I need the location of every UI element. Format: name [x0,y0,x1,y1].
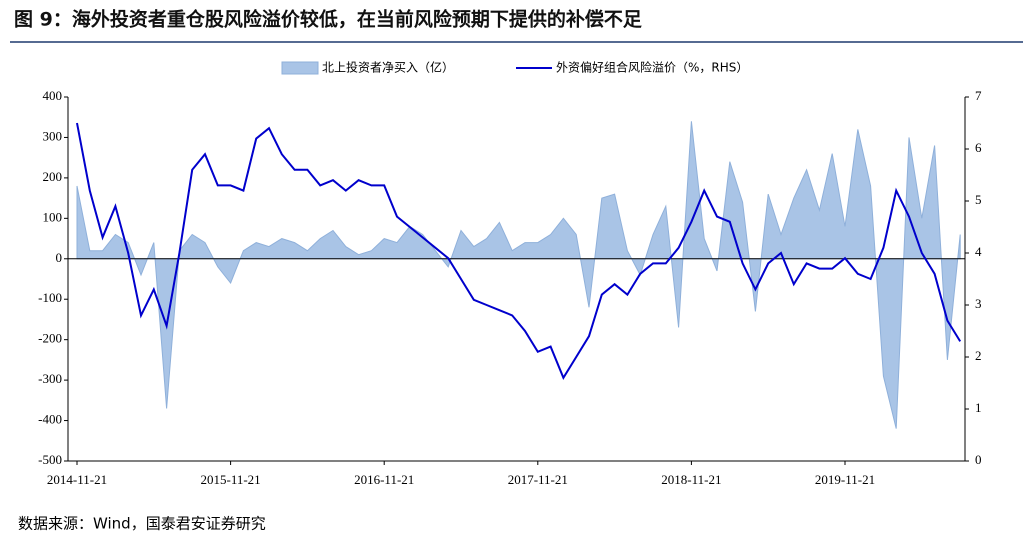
x-tick-label: 2019-11-21 [815,472,875,487]
y-tick-label: 200 [43,169,63,184]
y-tick-label: 300 [43,128,63,143]
legend-swatch [281,61,319,75]
y2-tick-label: 5 [975,192,982,207]
y2-tick-label: 6 [975,140,982,155]
y-tick-label: -500 [38,452,62,467]
y-tick-label: 0 [56,250,63,265]
x-tick-label: 2018-11-21 [661,472,721,487]
source: 数据来源：Wind，国泰君安证券研究 [18,515,266,533]
line [76,122,962,380]
legend-label: 北上投资者净买入（亿） [322,60,454,75]
y-tick-label: 400 [43,88,63,103]
y2-tick-label: 2 [975,348,982,363]
y-tick-label: 100 [43,209,63,224]
y-tick-label: -300 [38,371,62,386]
y-tick-label: -100 [38,290,62,305]
x-tick-label: 2015-11-21 [201,472,261,487]
area [76,121,961,429]
y2-tick-label: 3 [975,296,982,311]
x-tick-label: 2017-11-21 [508,472,568,487]
x-tick-label: 2016-11-21 [354,472,414,487]
y2-tick-label: 0 [975,452,982,467]
legend-label: 外资偏好组合风险溢价（%，RHS） [556,60,748,75]
y2-tick-label: 4 [975,244,982,259]
y-tick-label: -400 [38,412,62,427]
x-tick-label: 2014-11-21 [47,472,107,487]
y2-tick-label: 7 [975,88,982,103]
y2-tick-label: 1 [975,400,982,415]
y-tick-label: -200 [38,331,62,346]
chart-title: 图 9：海外投资者重仓股风险溢价较低，在当前风险预期下提供的补偿不足 [14,8,643,31]
